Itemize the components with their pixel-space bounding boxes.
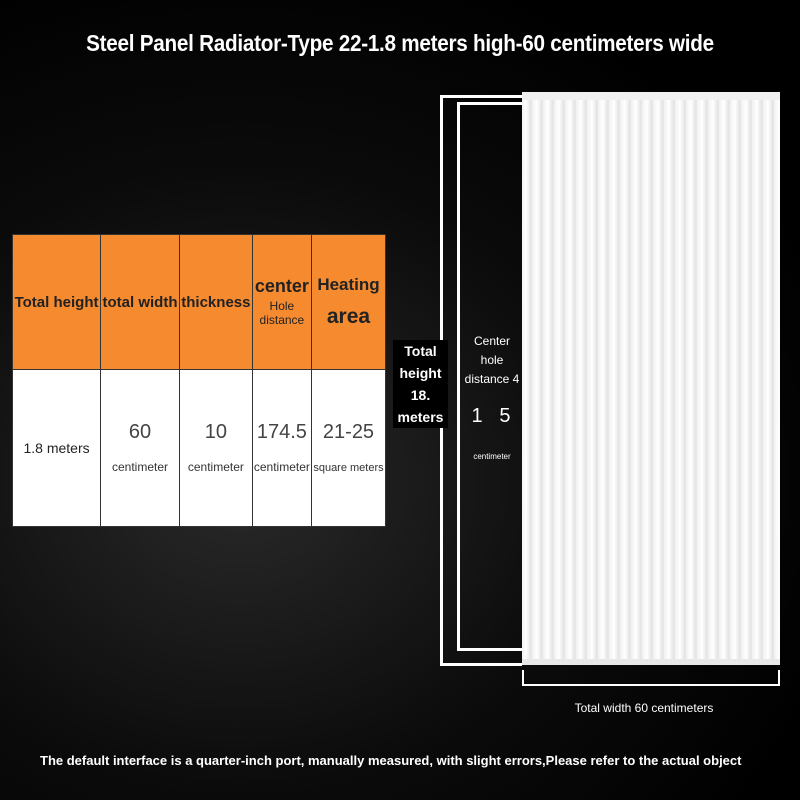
height-line-top	[440, 95, 522, 98]
value-total-height: 1.8 meters	[11, 369, 102, 527]
value-number: 21-25	[322, 420, 375, 443]
center-line-bottom	[457, 648, 522, 651]
header-row: Total height total width thickness cente…	[11, 234, 387, 370]
width-tick-left	[522, 670, 524, 686]
value-thickness: 10 centimeter	[178, 369, 253, 527]
center-line-top	[457, 102, 522, 105]
value-heating-area: 21-25 square meters	[310, 369, 387, 527]
header-hole-distance: Hole distance	[259, 298, 305, 327]
value-total-width: 60 centimeter	[100, 369, 180, 527]
header-total-width: total width	[100, 234, 180, 370]
width-tick-right	[778, 670, 780, 686]
header-thickness: thickness	[178, 234, 253, 370]
value-number: 174.5	[256, 420, 307, 443]
width-line	[522, 684, 780, 686]
total-height-label: Total height 18. meters	[393, 340, 448, 428]
header-heating: Heating	[317, 275, 380, 294]
center-hole-value: 1 5	[471, 405, 511, 427]
center-line	[457, 102, 460, 651]
header-total-height: Total height	[11, 234, 102, 370]
value-unit: square meters	[313, 461, 384, 474]
center-hole-unit: centimeter	[473, 452, 511, 461]
total-width-label: Total width 60 centimeters	[574, 701, 714, 715]
value-number: 10	[204, 420, 227, 443]
title: Steel Panel Radiator-Type 22-1.8 meters …	[86, 30, 714, 56]
value-center-hole: 174.5 centimeter	[251, 369, 312, 527]
value-row: 1.8 meters 60 centimeter 10 centimeter 174…	[11, 369, 387, 527]
value-unit: centimeter	[253, 459, 310, 474]
value-number: 60	[128, 420, 152, 443]
center-hole-label: Center hole distance 4	[464, 334, 520, 386]
header-center-hole: center Hole distance	[251, 234, 312, 370]
header-heating-area: Heating area	[310, 234, 387, 370]
footnote: The default interface is a quarter-inch …	[40, 753, 742, 768]
header-center: center	[254, 275, 309, 296]
value-unit: centimeter	[187, 459, 244, 474]
height-line-bottom	[440, 663, 522, 666]
header-area: area	[326, 305, 371, 328]
radiator-panel	[522, 92, 780, 665]
value-unit: centimeter	[112, 459, 169, 474]
spec-table: Total height total width thickness cente…	[11, 234, 387, 527]
